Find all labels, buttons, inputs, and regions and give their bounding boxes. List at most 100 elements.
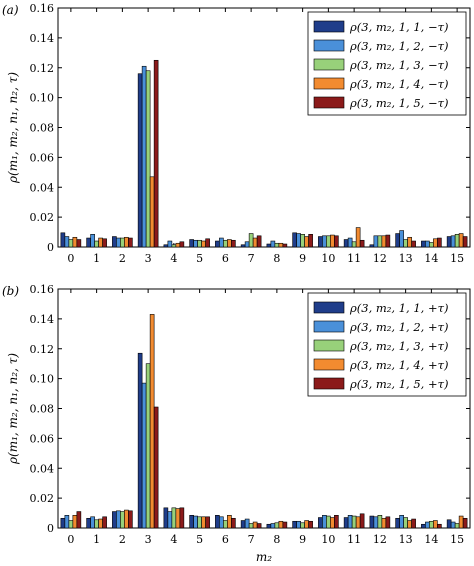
x-tick-label: 0	[67, 252, 74, 265]
x-tick-label: 11	[347, 252, 361, 265]
bar	[72, 515, 78, 529]
bar	[458, 515, 464, 529]
bar	[377, 515, 383, 529]
y-tick-label: 0.12	[30, 62, 55, 75]
bar	[437, 237, 442, 248]
bar	[193, 239, 198, 248]
bar	[128, 510, 133, 529]
y-tick-label: 0.08	[30, 403, 55, 416]
y-tick-label: 0.16	[30, 2, 55, 15]
bar	[266, 523, 272, 529]
x-tick-label: 14	[424, 252, 438, 265]
bar	[355, 227, 361, 248]
bar	[116, 237, 121, 248]
bar	[437, 523, 442, 529]
bar	[343, 239, 349, 248]
y-axis-label: ρ(m₁, m₂, n₁, n₂, τ)	[6, 72, 20, 184]
bar	[411, 240, 416, 248]
bar	[215, 240, 220, 248]
bar	[300, 522, 305, 529]
bar	[179, 507, 185, 529]
bar	[205, 238, 210, 248]
bar	[322, 515, 327, 529]
bar	[201, 516, 206, 529]
x-tick-label: 10	[321, 252, 335, 265]
bar	[385, 516, 391, 529]
x-tick-label: 5	[196, 533, 203, 546]
bar	[252, 237, 258, 248]
y-tick-label: 0	[47, 241, 54, 254]
bar	[252, 521, 258, 529]
x-tick-label: 9	[299, 252, 306, 265]
bar	[282, 521, 288, 529]
bar	[300, 234, 305, 248]
y-tick-label: 0.14	[30, 32, 55, 45]
bar	[231, 239, 236, 248]
bar	[167, 511, 173, 529]
y-tick-label: 0.12	[30, 343, 55, 356]
x-tick-label: 13	[399, 252, 413, 265]
bar	[153, 59, 159, 248]
bar	[189, 239, 194, 248]
y-axis-label: ρ(m₁, m₂, n₁, n₂, τ)	[6, 353, 20, 465]
x-tick-label: 15	[450, 533, 464, 546]
bar	[145, 363, 151, 529]
bar	[304, 236, 309, 248]
bar	[296, 233, 301, 248]
bar	[278, 242, 284, 248]
bar	[244, 241, 250, 248]
bar	[102, 516, 107, 529]
bar	[90, 234, 95, 248]
bar	[248, 523, 254, 529]
bar	[215, 515, 220, 529]
bar	[64, 236, 70, 248]
bar	[112, 236, 117, 248]
bar	[163, 244, 169, 248]
bar	[86, 237, 91, 248]
legend-swatch	[313, 377, 345, 390]
bar	[270, 240, 276, 248]
bar	[76, 511, 82, 529]
legend-entry: ρ(3, m₂, 1, 3, −τ)	[349, 58, 448, 72]
bar	[326, 515, 331, 529]
y-tick-label: 0.16	[30, 283, 55, 296]
bar	[219, 237, 224, 248]
legend-swatch	[313, 39, 345, 52]
legend-swatch	[313, 20, 345, 33]
bar	[231, 517, 236, 529]
x-tick-label: 8	[273, 533, 280, 546]
bar	[369, 515, 375, 529]
legend-entry: ρ(3, m₂, 1, 1, −τ)	[349, 20, 448, 34]
bar	[137, 73, 143, 248]
y-tick-label: 0.04	[30, 462, 55, 475]
x-tick-label: 15	[450, 252, 464, 265]
bar	[282, 243, 288, 248]
x-tick-label: 13	[399, 533, 413, 546]
bar	[334, 235, 339, 248]
bar	[270, 523, 276, 529]
bar	[128, 237, 133, 248]
bar	[141, 65, 147, 248]
bar	[330, 234, 335, 248]
bar	[76, 239, 82, 248]
panel-a: 00.020.040.060.080.100.120.140.160 1 2 3 4 5 6…	[2, 2, 471, 265]
bar	[256, 235, 262, 248]
x-axis-label: m₂	[256, 550, 272, 564]
legend-entry: ρ(3, m₂, 1, 5, −τ)	[349, 96, 448, 110]
bar	[149, 176, 155, 248]
bar	[102, 238, 107, 248]
bar	[227, 239, 232, 248]
bar	[381, 517, 387, 529]
bar	[68, 520, 74, 529]
x-tick-label: 7	[248, 533, 255, 546]
y-tick-label: 0.10	[30, 92, 55, 105]
bar	[462, 517, 468, 529]
bar	[454, 234, 460, 248]
x-tick-label: 0	[67, 533, 74, 546]
bar	[425, 521, 430, 529]
bar	[399, 515, 404, 529]
bar	[381, 235, 387, 248]
x-tick-label: 2	[119, 533, 126, 546]
bar	[171, 507, 177, 529]
